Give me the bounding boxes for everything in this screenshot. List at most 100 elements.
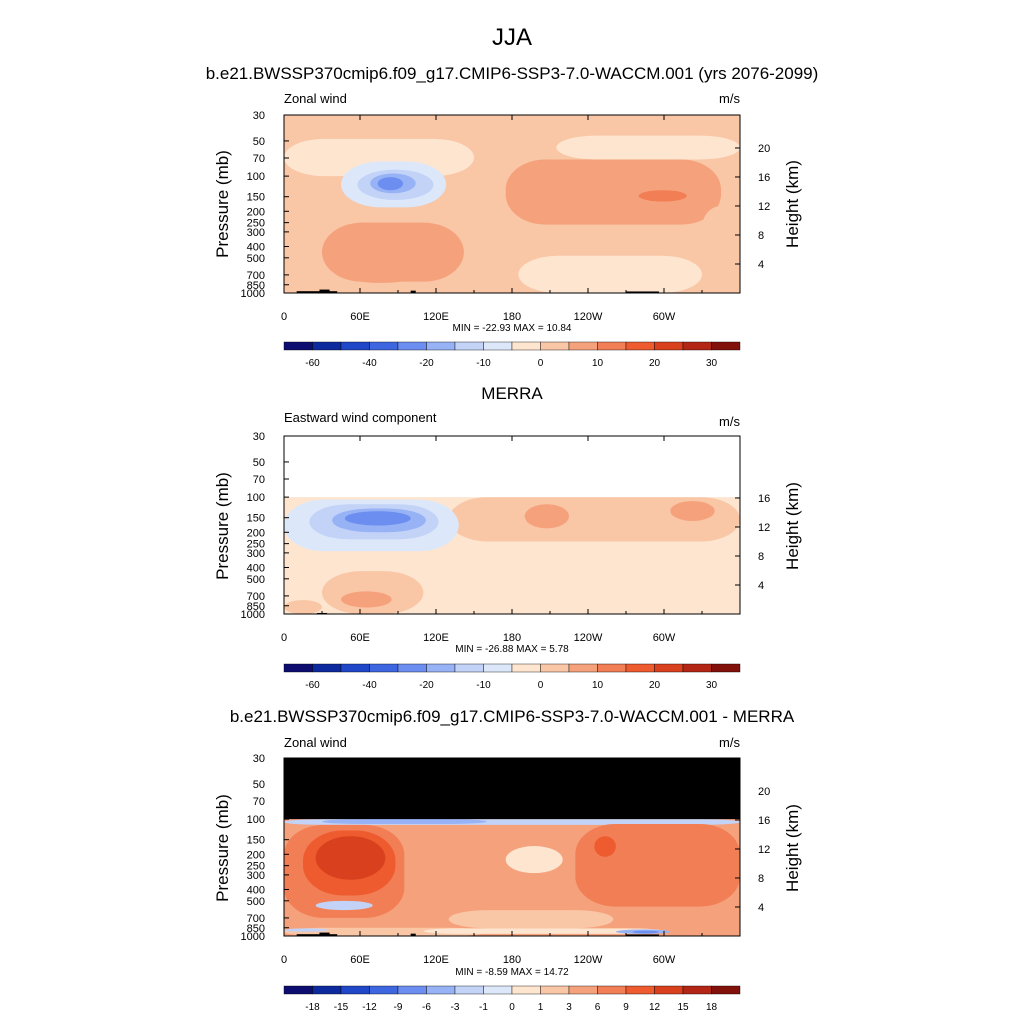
contour-region	[322, 819, 487, 824]
x-tick-label: 60E	[350, 954, 370, 966]
panel-model-ylabel: Pressure (mb)	[213, 150, 232, 258]
y-tick-label: 250	[247, 861, 265, 873]
colorbar-box	[568, 985, 598, 995]
colorbar-box	[682, 341, 712, 351]
y-tick-label: 300	[247, 548, 265, 560]
contour-region	[638, 190, 687, 202]
colorbar-box	[711, 985, 741, 995]
colorbar-box	[654, 663, 684, 673]
colorbar-tick-label: 6	[595, 1002, 601, 1013]
panel-diff: b.e21.BWSSP370cmip6.f09_g17.CMIP6-SSP3-7…	[213, 707, 802, 1013]
x-tick-label: 180	[503, 954, 521, 966]
colorbar-box	[340, 985, 370, 995]
colorbar-tick-label: -60	[305, 680, 320, 691]
contour-region	[344, 267, 417, 283]
colorbar-tick-label: -18	[305, 1002, 320, 1013]
x-tick-label: 60W	[653, 311, 676, 323]
colorbar-tick-label: -9	[394, 1002, 403, 1013]
contour-region	[505, 846, 563, 874]
contour-region	[315, 836, 386, 880]
x-tick-label: 120E	[423, 311, 449, 323]
contour-region	[670, 501, 715, 521]
y-right-tick-label: 12	[758, 201, 770, 213]
y-tick-label: 250	[247, 218, 265, 230]
colorbar-box	[426, 663, 456, 673]
figure-title: JJA	[492, 24, 532, 51]
contour-region	[524, 504, 569, 529]
colorbar-box	[369, 985, 399, 995]
land-mask	[296, 291, 338, 293]
colorbar-tick-label: 12	[649, 1002, 661, 1013]
colorbar-tick-label: -10	[476, 358, 491, 369]
y-right-tick-label: 20	[758, 786, 770, 798]
contour-region	[556, 135, 740, 160]
colorbar-box	[283, 985, 313, 995]
y-tick-label: 200	[247, 527, 265, 539]
colorbar-tick-label: -3	[451, 1002, 460, 1013]
colorbar-box	[511, 985, 541, 995]
colorbar-box	[540, 341, 570, 351]
land-mask	[626, 291, 659, 293]
y-right-tick-label: 16	[758, 493, 770, 505]
y-tick-label: 50	[253, 779, 265, 791]
colorbar-box	[682, 663, 712, 673]
y-right-tick-label: 12	[758, 844, 770, 856]
colorbar-box	[426, 341, 456, 351]
y-tick-label: 150	[247, 192, 265, 204]
x-tick-label: 120W	[574, 632, 603, 644]
y-tick-label: 850	[247, 280, 265, 292]
y-tick-label: 850	[247, 601, 265, 613]
land-mask	[319, 289, 330, 293]
colorbar-tick-label: -20	[419, 358, 434, 369]
y-right-tick-label: 8	[758, 230, 764, 242]
x-tick-label: 0	[281, 954, 287, 966]
colorbar-box	[340, 663, 370, 673]
y-tick-label: 50	[253, 457, 265, 469]
land-mask	[410, 290, 416, 293]
y-tick-label: 50	[253, 136, 265, 148]
y-tick-label: 30	[253, 110, 265, 122]
colorbar-box	[283, 341, 313, 351]
contour-region	[518, 255, 702, 293]
colorbar-box	[654, 985, 684, 995]
contour-region	[565, 166, 702, 209]
y-tick-label: 700	[247, 591, 265, 603]
y-tick-label: 400	[247, 562, 265, 574]
colorbar-box	[483, 341, 513, 351]
y-tick-label: 1000	[241, 288, 265, 300]
colorbar-tick-label: 20	[649, 358, 661, 369]
colorbar-tick-label: 15	[677, 1002, 689, 1013]
y-tick-label: 150	[247, 835, 265, 847]
colorbar-box	[654, 341, 684, 351]
y-tick-label: 100	[247, 814, 265, 826]
y-tick-label: 700	[247, 270, 265, 282]
panel-model-stats: MIN = -22.93 MAX = 10.84	[453, 323, 572, 334]
colorbar-tick-label: 0	[509, 1002, 515, 1013]
x-tick-label: 60E	[350, 632, 370, 644]
colorbar-box	[511, 663, 541, 673]
y-tick-label: 30	[253, 753, 265, 765]
y-tick-label: 200	[247, 206, 265, 218]
colorbar-box	[454, 985, 484, 995]
colorbar-box	[397, 985, 427, 995]
colorbar-tick-label: 9	[623, 1002, 629, 1013]
land-mask	[319, 932, 330, 936]
y-right-tick-label: 20	[758, 143, 770, 155]
colorbar-tick-label: -60	[305, 358, 320, 369]
panel-model: b.e21.BWSSP370cmip6.f09_g17.CMIP6-SSP3-7…	[206, 64, 819, 369]
land-mask	[626, 934, 659, 936]
colorbar-box	[625, 341, 655, 351]
panel-merra-ylabel-right: Height (km)	[783, 482, 802, 570]
y-tick-label: 1000	[241, 931, 265, 943]
contour-region	[448, 910, 614, 929]
colorbar-tick-label: -40	[362, 358, 377, 369]
y-tick-label: 200	[247, 849, 265, 861]
colorbar-box	[540, 663, 570, 673]
panel-model-units: m/s	[719, 91, 740, 106]
panel-merra-colorbar: -60 -40 -20 -10 0 10 20 30	[283, 663, 741, 691]
x-tick-label: 120W	[574, 954, 603, 966]
panel-merra: MERRA Eastward wind component m/s Pressu…	[213, 384, 802, 691]
land-mask	[410, 933, 416, 936]
